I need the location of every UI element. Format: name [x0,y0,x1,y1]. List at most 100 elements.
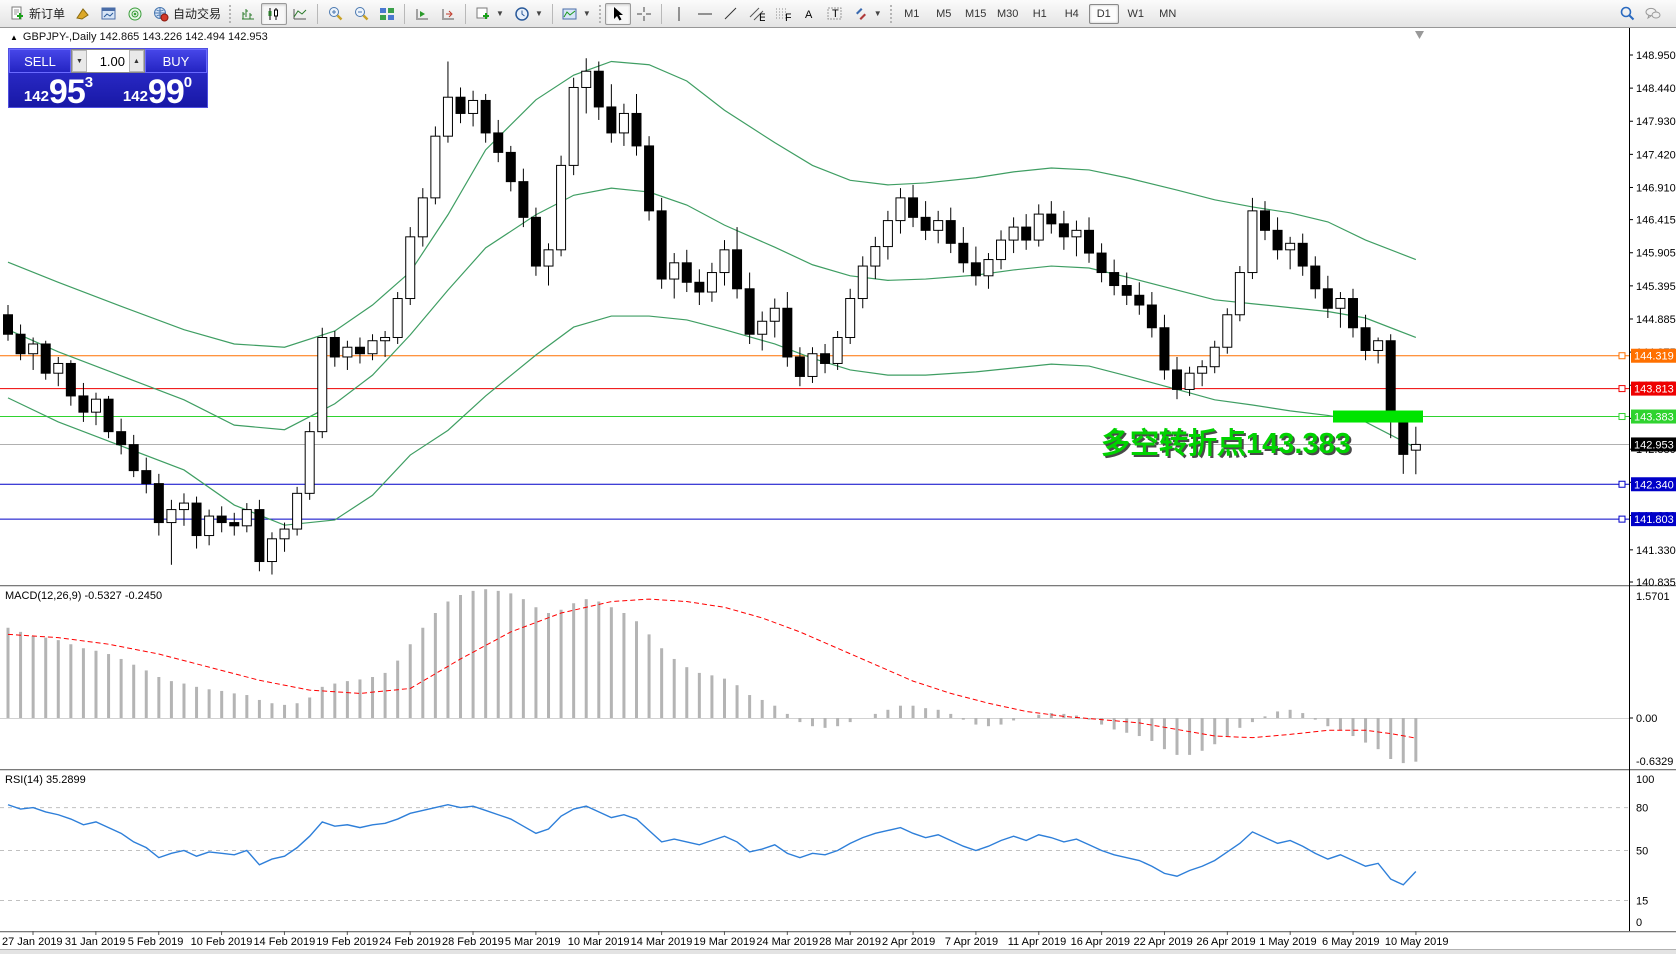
line-chart-button[interactable] [287,3,313,25]
text-button[interactable]: A [796,3,822,25]
candle [1272,229,1283,251]
candle [1172,369,1183,390]
bar-chart-button[interactable] [235,3,261,25]
timeframe-M15[interactable]: M15 [965,7,987,20]
candle [706,272,717,293]
toolbar-right-group [1614,3,1666,25]
new-order-button[interactable]: 新订单 [4,3,70,25]
fibonacci-button[interactable]: F [770,3,796,25]
macd-signal-line [7,598,1416,739]
buy-button[interactable]: BUY [145,49,207,73]
date-label: 28 Mar 2019 [819,936,881,948]
candle [1159,327,1170,371]
candle [279,528,290,540]
timeframe-H4[interactable]: H4 [1064,7,1079,20]
radar-icon [127,6,143,22]
market-depth-button[interactable] [70,3,96,25]
highlight-bar[interactable] [1333,410,1423,423]
collapse-arrow-icon[interactable]: ▲ [10,32,18,42]
date-label: 24 Mar 2019 [756,936,818,948]
signals-button[interactable] [122,3,148,25]
auto-scroll-button[interactable] [409,3,435,25]
hline-handle[interactable] [1618,385,1626,393]
sell-price[interactable]: 142 95 3 [9,73,108,109]
candle [380,336,391,342]
hline-handle[interactable] [1618,352,1626,360]
candle [1046,213,1057,225]
equidistant-channel-button[interactable]: E [744,3,770,25]
indicators-button[interactable]: ▼ [557,3,596,25]
shapes-button[interactable]: ▼ [848,3,887,25]
volume-up-button[interactable]: ▲ [129,50,144,72]
candle [1008,226,1019,241]
candle [794,356,805,377]
new-chart-button[interactable]: ▼ [470,3,509,25]
buy-price[interactable]: 142 99 0 [108,73,207,109]
volume-input[interactable]: 1.00 [99,53,125,69]
chart-shift-marker-icon[interactable] [1415,31,1424,39]
rsi-scale-label: 80 [1636,803,1648,815]
chart-shift-button[interactable] [435,3,461,25]
candle [631,112,642,147]
candle [970,262,981,277]
timeframe-W1[interactable]: W1 [1127,7,1144,20]
macd-indicator-label: MACD(12,26,9) -0.5327 -0.2450 [5,590,163,602]
horizontal-line-button[interactable] [692,3,718,25]
timeframe-M5[interactable]: M5 [936,7,952,20]
hline-handle[interactable] [1618,480,1626,488]
trendline-button[interactable] [718,3,744,25]
candle [480,99,491,134]
buy-price-big: 99 [147,73,185,112]
date-label: 22 Apr 2019 [1133,936,1192,948]
chat-button[interactable] [1640,3,1666,25]
cursor-button[interactable] [604,2,631,25]
bb-middle-band [7,187,1417,431]
period-button[interactable]: ▼ [509,3,548,25]
autotrading-button[interactable]: 自动交易 [148,3,226,25]
svg-text:A: A [805,9,813,21]
date-label: 16 Apr 2019 [1071,936,1130,948]
buy-price-pip: 0 [183,74,193,91]
candle [304,431,315,494]
annotation-text[interactable]: 多空转折点143.383 [1101,428,1351,460]
hline-handle[interactable] [1618,515,1626,523]
tile-windows-button[interactable] [374,3,400,25]
timeframe-H1[interactable]: H1 [1032,7,1047,20]
sell-button[interactable]: SELL [9,49,71,73]
hline-handle[interactable] [1618,413,1626,421]
rsi-indicator-label: RSI(14) 35.2899 [5,774,86,786]
timeframe-D1[interactable]: D1 [1088,3,1119,24]
candle [1310,265,1321,290]
text-label-button[interactable]: T [822,3,848,25]
date-label: 7 Apr 2019 [945,936,998,948]
price-tick-label: 146.415 [1636,215,1676,227]
date-label: 2 Apr 2019 [882,936,935,948]
chart-window-button[interactable] [96,3,122,25]
search-button[interactable] [1614,3,1640,25]
candle [317,336,328,433]
toolbar-separator [660,3,662,24]
zoom-out-icon [353,6,369,22]
new-chart-icon [475,6,491,22]
volume-spinner: ▼ 1.00 ▲ [71,49,145,73]
candle [618,112,629,134]
price-tick-label: 144.885 [1636,314,1676,326]
candlestick-chart-button[interactable] [261,2,288,25]
candle [920,216,931,231]
candle [1234,272,1245,316]
timeframe-M30[interactable]: M30 [997,7,1019,20]
zoom-out-button[interactable] [348,3,374,25]
toolbar-grip [598,4,602,23]
candle [644,145,655,212]
volume-down-button[interactable]: ▼ [72,50,87,72]
timeframe-MN[interactable]: MN [1159,7,1177,20]
candle [807,353,818,377]
zoom-in-button[interactable] [322,3,348,25]
timeframe-M1[interactable]: M1 [904,7,920,20]
vertical-line-button[interactable] [666,3,692,25]
crosshair-button[interactable] [631,3,657,25]
price-chip [1631,437,1676,452]
price-chip-label: 142.340 [1634,479,1674,491]
bar-chart-icon [240,6,256,22]
date-label: 11 Apr 2019 [1008,936,1067,948]
